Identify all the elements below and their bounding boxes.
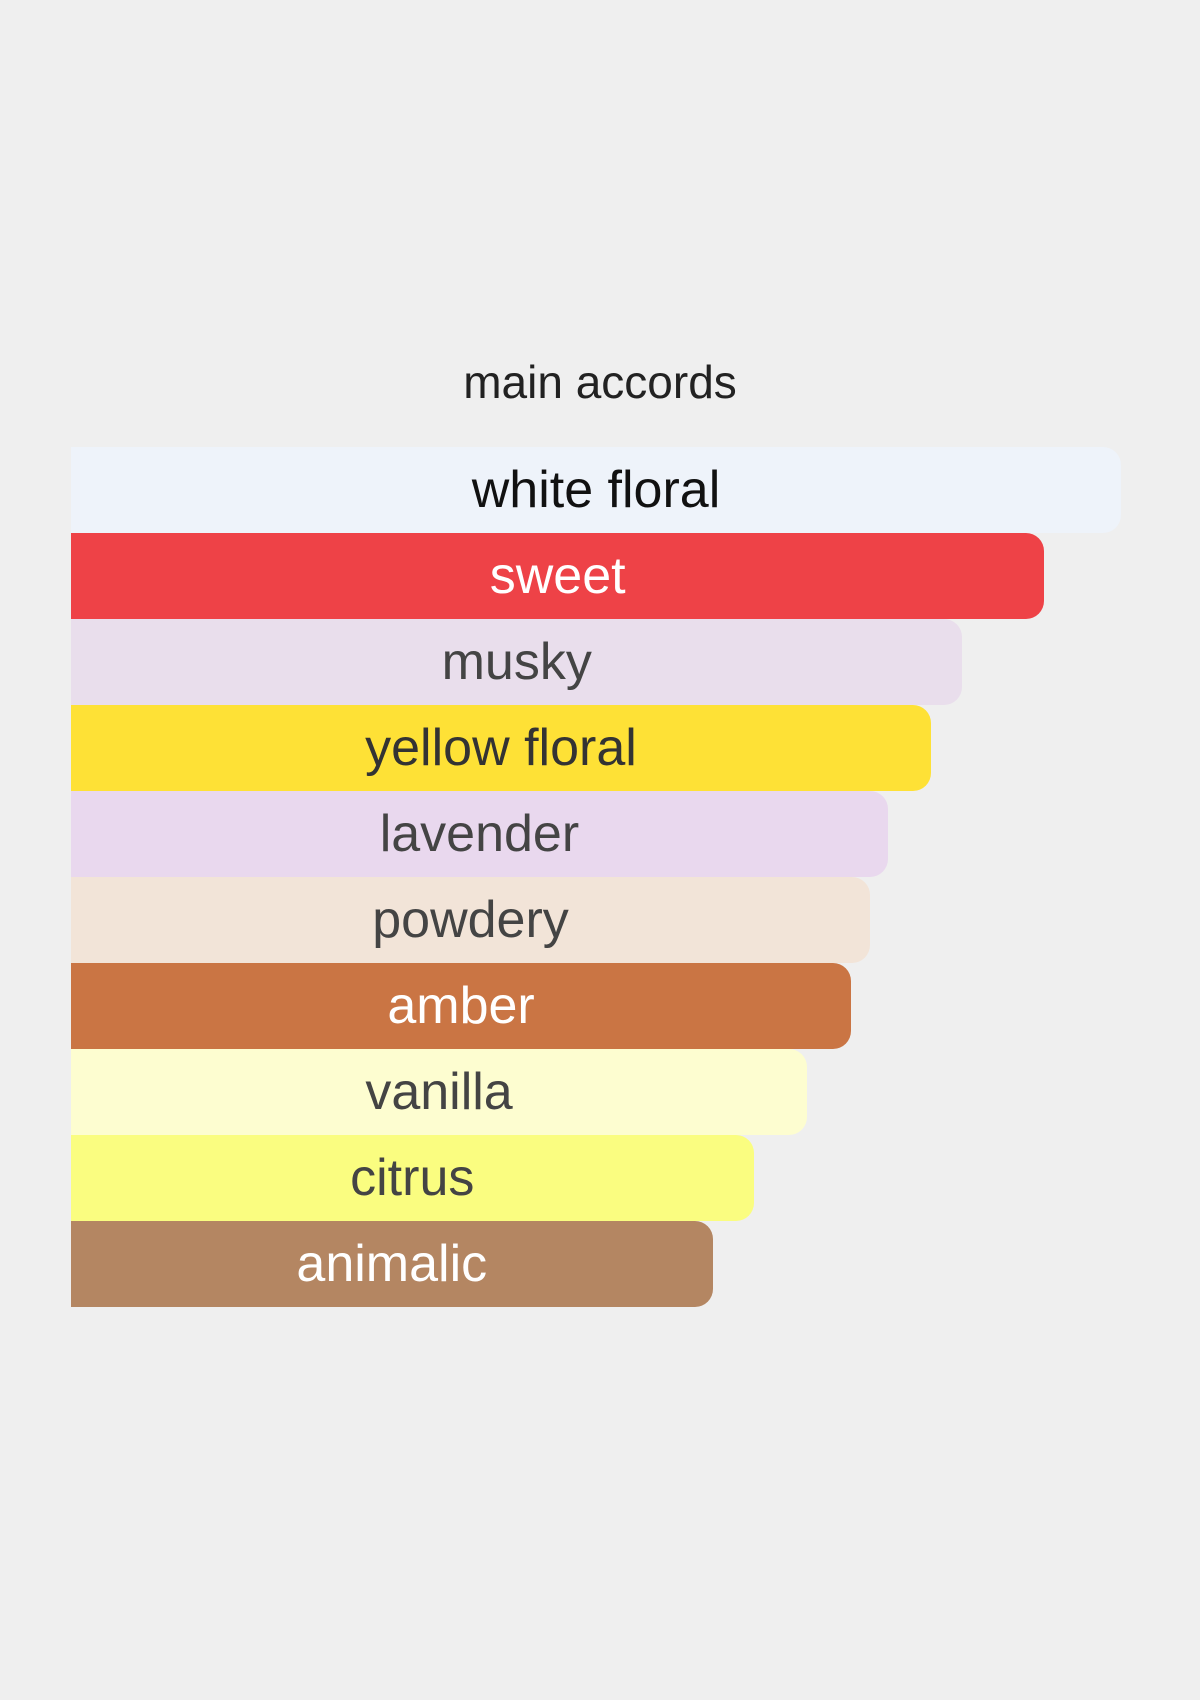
accord-bar: yellow floral	[71, 705, 931, 791]
accord-bar: sweet	[71, 533, 1045, 619]
accord-bar: musky	[71, 619, 963, 705]
accord-bars: white floral sweet musky yellow floral laven…	[71, 447, 1121, 1307]
accord-label: citrus	[350, 1149, 475, 1207]
accord-bar: citrus	[71, 1135, 754, 1221]
accord-bar: amber	[71, 963, 852, 1049]
accord-label: amber	[387, 977, 535, 1035]
accord-bar: powdery	[71, 877, 871, 963]
accord-bar: animalic	[71, 1221, 713, 1307]
accord-label: vanilla	[365, 1063, 513, 1121]
accord-bar: vanilla	[71, 1049, 808, 1135]
accord-label: lavender	[379, 805, 580, 863]
accord-label: yellow floral	[365, 719, 637, 777]
accord-bar: lavender	[71, 791, 888, 877]
accord-label: animalic	[296, 1235, 488, 1293]
accord-label: white floral	[471, 461, 721, 519]
accord-label: sweet	[489, 547, 626, 605]
accord-label: musky	[441, 633, 592, 691]
chart-title: main accords	[463, 356, 737, 408]
accord-label: powdery	[372, 891, 569, 949]
accord-bar: white floral	[71, 447, 1121, 533]
